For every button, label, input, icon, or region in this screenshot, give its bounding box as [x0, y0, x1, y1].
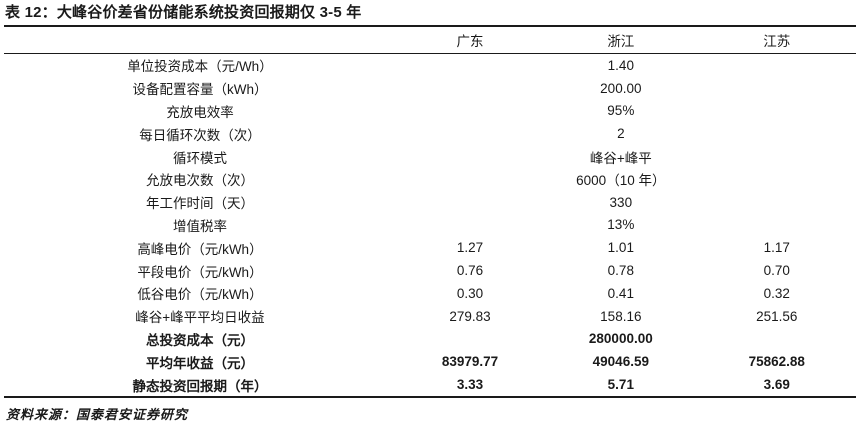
cell-jiangsu	[698, 145, 857, 168]
cell-zhejiang: 49046.59	[592, 354, 649, 370]
cell-guangdong	[396, 145, 544, 168]
cell-guangdong: 0.76	[456, 263, 484, 279]
cell-jiangsu: 0.70	[763, 263, 790, 279]
header-row: 广东 浙江 江苏	[4, 27, 856, 54]
cell-guangdong	[396, 214, 544, 237]
cell-jiangsu	[698, 214, 857, 237]
row-label: 充放电效率	[166, 104, 234, 120]
cell-jiangsu: 3.69	[763, 377, 790, 393]
table-row: 允放电次数（次） 6000（10 年）	[4, 168, 856, 191]
cell-guangdong: 83979.77	[441, 354, 499, 370]
cell-zhejiang: 95%	[607, 103, 635, 119]
source-note: 资料来源：国泰君安证券研究	[6, 407, 189, 423]
cell-zhejiang: 6000（10 年）	[576, 173, 666, 189]
cell-zhejiang: 0.41	[607, 285, 634, 301]
table-row: 总投资成本（元） 280000.00	[4, 328, 856, 351]
cell-guangdong	[396, 77, 544, 100]
cell-zhejiang: 1.40	[607, 57, 634, 73]
table-row: 静态投资回报期（年） 3.33 5.71 3.69	[4, 373, 856, 397]
row-label: 每日循环次数（次）	[139, 127, 261, 143]
cell-jiangsu	[698, 168, 857, 191]
row-label: 单位投资成本（元/Wh）	[127, 59, 273, 75]
table-row: 年工作时间（天） 330	[4, 191, 856, 214]
row-label: 峰谷+峰平平均日收益	[135, 310, 265, 326]
data-table: 广东 浙江 江苏 单位投资成本（元/Wh） 1.40 设备配置容量（kWh） 200.…	[4, 27, 856, 398]
table-row: 设备配置容量（kWh） 200.00	[4, 77, 856, 100]
row-label: 设备配置容量（kWh）	[132, 82, 268, 98]
table-row: 峰谷+峰平平均日收益 279.83 158.16 251.56	[4, 305, 856, 328]
row-label: 低谷电价（元/kWh）	[137, 287, 263, 303]
table-row: 单位投资成本（元/Wh） 1.40	[4, 54, 856, 77]
row-label: 允放电次数（次）	[145, 173, 254, 189]
table-row: 平段电价（元/kWh） 0.76 0.78 0.70	[4, 259, 856, 282]
cell-zhejiang: 158.16	[600, 308, 642, 324]
cell-zhejiang: 峰谷+峰平	[589, 150, 652, 166]
cell-guangdong: 279.83	[449, 308, 491, 324]
cell-zhejiang: 280000.00	[588, 331, 653, 347]
cell-guangdong	[396, 100, 544, 123]
header-guangdong: 广东	[395, 27, 545, 54]
cell-zhejiang: 0.78	[607, 263, 634, 279]
cell-guangdong: 3.33	[456, 377, 484, 393]
cell-guangdong	[396, 54, 544, 77]
cell-zhejiang: 13%	[607, 217, 635, 233]
cell-jiangsu	[698, 100, 857, 123]
cell-zhejiang: 200.00	[600, 80, 642, 96]
cell-jiangsu	[698, 191, 857, 214]
cell-guangdong: 0.30	[456, 285, 484, 301]
cell-zhejiang: 5.71	[607, 377, 634, 393]
cell-guangdong	[396, 168, 544, 191]
row-label: 增值税率	[172, 218, 227, 234]
header-blank	[4, 27, 396, 54]
header-jiangsu: 江苏	[697, 27, 856, 54]
row-label: 平均年收益（元）	[145, 355, 254, 371]
table-row: 高峰电价（元/kWh） 1.27 1.01 1.17	[4, 236, 856, 259]
row-label: 高峰电价（元/kWh）	[137, 241, 263, 257]
cell-guangdong	[396, 328, 544, 351]
cell-jiangsu	[698, 77, 857, 100]
table-row: 增值税率 13%	[4, 214, 856, 237]
cell-guangdong: 1.27	[456, 240, 484, 256]
table-body: 单位投资成本（元/Wh） 1.40 设备配置容量（kWh） 200.00 充放电效率 95…	[4, 54, 856, 397]
table-row: 循环模式 峰谷+峰平	[4, 145, 856, 168]
row-label: 平段电价（元/kWh）	[137, 264, 263, 280]
cell-guangdong	[396, 191, 544, 214]
cell-jiangsu: 0.32	[763, 285, 790, 301]
row-label: 年工作时间（天）	[145, 196, 254, 212]
row-label: 循环模式	[172, 150, 227, 166]
table-row: 每日循环次数（次） 2	[4, 122, 856, 145]
cell-zhejiang: 330	[609, 194, 633, 210]
cell-zhejiang: 1.01	[607, 240, 634, 256]
cell-jiangsu	[698, 54, 857, 77]
header-zhejiang: 浙江	[544, 27, 698, 54]
cell-guangdong	[396, 122, 544, 145]
cell-jiangsu	[698, 328, 857, 351]
row-label: 静态投资回报期（年）	[132, 378, 268, 394]
table-title: 表 12：大峰谷价差省份储能系统投资回报期仅 3-5 年	[4, 2, 856, 27]
table-row: 充放电效率 95%	[4, 100, 856, 123]
cell-jiangsu	[698, 122, 857, 145]
cell-jiangsu: 75862.88	[748, 354, 805, 370]
row-label: 总投资成本（元）	[145, 332, 254, 348]
table-row: 平均年收益（元） 83979.77 49046.59 75862.88	[4, 350, 856, 373]
table-row: 低谷电价（元/kWh） 0.30 0.41 0.32	[4, 282, 856, 305]
cell-jiangsu: 1.17	[763, 240, 790, 256]
cell-jiangsu: 251.56	[756, 308, 798, 324]
cell-zhejiang: 2	[617, 126, 625, 142]
